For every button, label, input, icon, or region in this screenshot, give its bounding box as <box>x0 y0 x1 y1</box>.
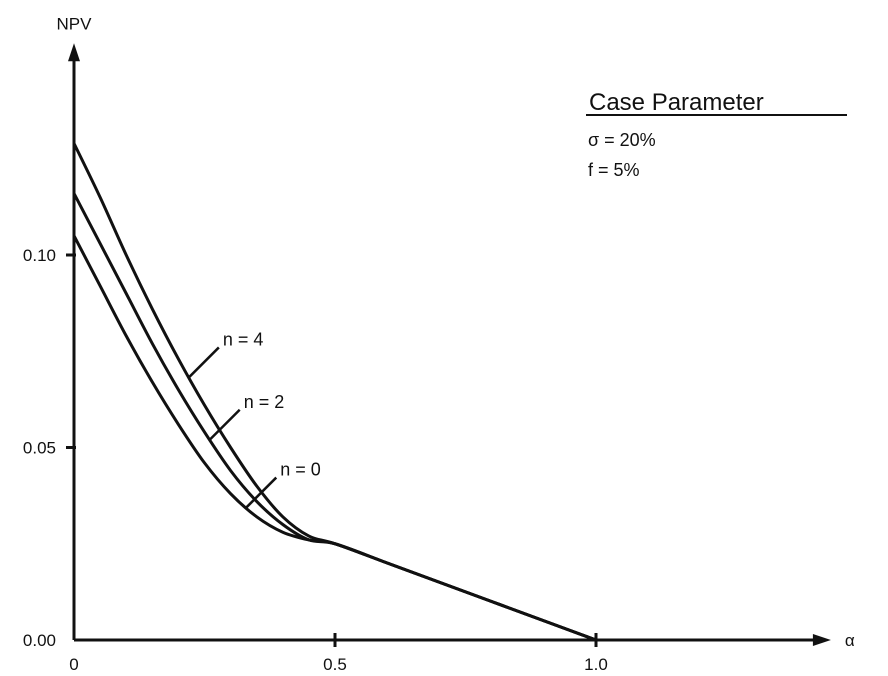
ticks: 0 0.5 1.0 0.00 0.05 0.10 <box>23 246 608 674</box>
series-line-n-2 <box>72 192 597 642</box>
axes <box>68 43 831 646</box>
series-label-n-2: n = 2 <box>244 392 285 412</box>
x-axis-title: α <box>845 631 855 650</box>
legend-sigma-text: σ = 20% <box>588 130 656 150</box>
y-axis-arrowhead <box>68 43 80 62</box>
y-tick-label: 0.10 <box>23 246 56 265</box>
series-leader-n-4 <box>187 346 220 379</box>
legend: Case Parameter σ = 20% f = 5% <box>586 89 847 180</box>
legend-title: Case Parameter <box>589 89 764 116</box>
x-tick-label: 0.5 <box>323 655 347 674</box>
series-leader-n-0 <box>245 476 278 509</box>
y-tick-label: 0.05 <box>23 439 56 458</box>
x-tick-label: 0 <box>69 655 78 674</box>
y-axis-title: NPV <box>57 14 93 33</box>
legend-f-text: f = 5% <box>588 160 640 180</box>
series-leader-n-2 <box>208 408 241 441</box>
series-label-n-4: n = 4 <box>223 329 264 349</box>
series-line-n-0 <box>72 235 597 642</box>
series-label-n-0: n = 0 <box>280 460 321 480</box>
x-tick-label: 1.0 <box>584 655 608 674</box>
x-axis-arrowhead <box>812 634 831 646</box>
y-tick-label: 0.00 <box>23 631 56 650</box>
series-lines <box>72 142 597 642</box>
series-line-n-4 <box>72 142 597 642</box>
series-labels: n = 4 n = 2 n = 0 <box>187 329 321 509</box>
